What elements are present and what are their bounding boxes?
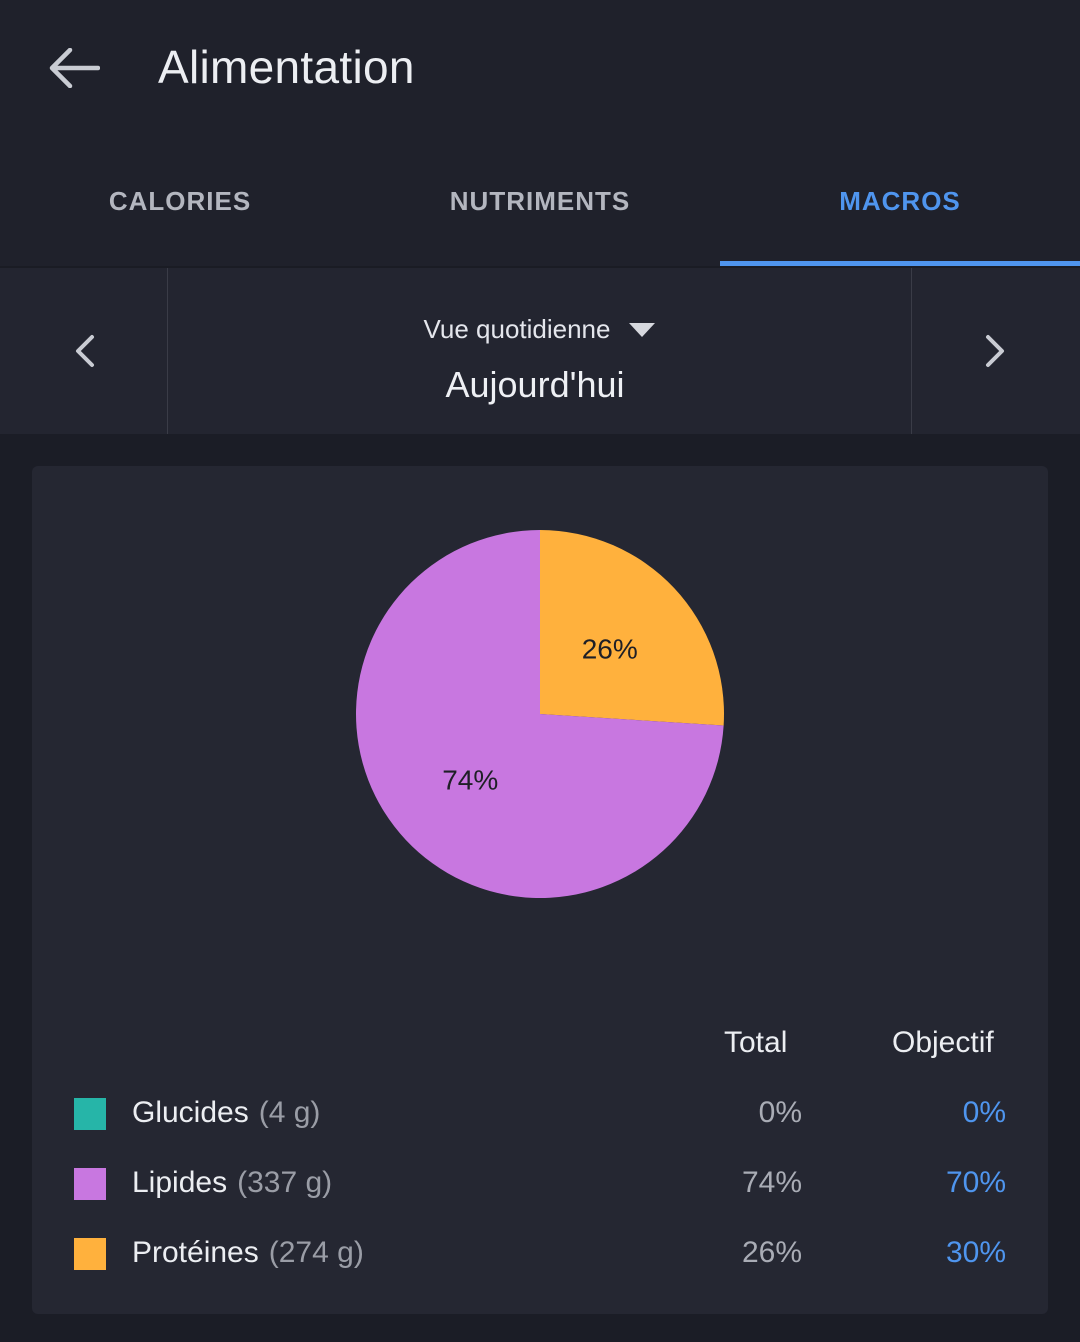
tab-bar: CALORIES NUTRIMENTS MACROS (0, 140, 1080, 266)
view-mode-label: Vue quotidienne (423, 314, 611, 344)
macro-row-proteines[interactable]: Protéines (274 g) 26% 30% (32, 1224, 1048, 1284)
caret-down-icon (629, 322, 656, 337)
pie-slice-label: 26% (582, 634, 638, 665)
app-bar: Alimentation (0, 0, 1080, 140)
tab-nutriments[interactable]: NUTRIMENTS (449, 185, 631, 216)
legend-swatch (74, 1098, 106, 1130)
macro-name: Lipides (132, 1166, 228, 1199)
view-mode-dropdown[interactable]: Vue quotidienne (170, 314, 910, 345)
macro-goal[interactable]: 30% (945, 1236, 1006, 1269)
macro-grams: (4 g) (258, 1096, 321, 1129)
legend-swatch (74, 1168, 106, 1200)
macro-goal[interactable]: 0% (962, 1096, 1006, 1129)
macro-label: Lipides (337 g) (132, 1166, 332, 1200)
macro-label: Glucides (4 g) (132, 1096, 320, 1130)
back-button[interactable] (36, 30, 112, 106)
pie-slice-lipides (356, 530, 724, 898)
date-navigation: Vue quotidienne Aujourd'hui (0, 266, 1080, 434)
macro-total: 26% (741, 1236, 802, 1269)
column-header-total: Total (724, 1026, 788, 1059)
tab-macros[interactable]: MACROS (720, 140, 1080, 266)
page-title: Alimentation (158, 41, 415, 93)
macro-grams: (274 g) (268, 1236, 364, 1269)
macro-goal[interactable]: 70% (945, 1166, 1006, 1199)
macro-row-lipides[interactable]: Lipides (337 g) 74% 70% (32, 1154, 1048, 1214)
next-day-button[interactable] (911, 268, 1080, 434)
macro-total: 0% (758, 1096, 802, 1129)
previous-day-button[interactable] (0, 268, 168, 434)
chevron-right-icon (986, 335, 1004, 367)
pie-slice-proteines (540, 530, 724, 726)
macro-row-glucides[interactable]: Glucides (4 g) 0% 0% (32, 1084, 1048, 1144)
column-header-goal: Objectif (892, 1026, 994, 1059)
arrow-left-icon (49, 48, 100, 88)
macro-grams: (337 g) (237, 1166, 333, 1199)
macro-total: 74% (741, 1166, 802, 1199)
macros-pie-chart: 26% 74% (354, 528, 726, 900)
macros-card: 26% 74% Total Objectif Glucides (4 g) 0% 0… (32, 466, 1048, 1314)
macro-name: Glucides (132, 1096, 249, 1129)
macro-label: Protéines (274 g) (132, 1236, 364, 1270)
tab-calories[interactable]: CALORIES (108, 185, 252, 216)
legend-swatch (74, 1238, 106, 1270)
current-date: Aujourd'hui (445, 364, 625, 405)
macro-name: Protéines (132, 1236, 259, 1269)
pie-slice-label: 74% (442, 764, 498, 795)
chevron-left-icon (75, 335, 94, 367)
pie-svg: 26% 74% (356, 530, 724, 898)
